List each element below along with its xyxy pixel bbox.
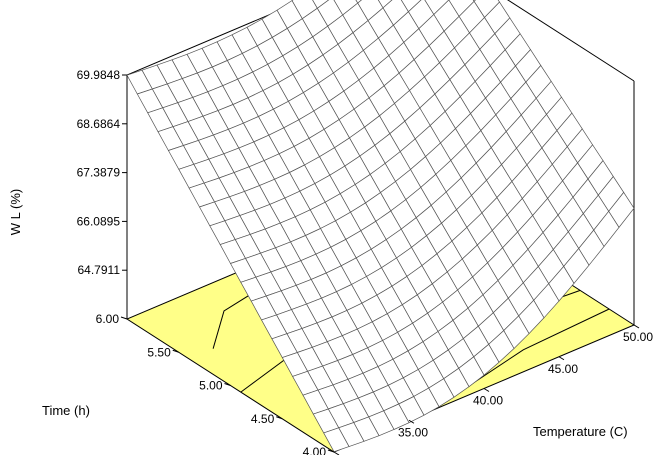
x-tick-label-1: 35.00 — [398, 425, 428, 439]
y-tick-label-4: 6.00 — [96, 312, 120, 326]
x-tick-label-4: 50.00 — [623, 330, 653, 344]
y-tick-mark-2 — [224, 383, 231, 386]
response-surface — [126, 0, 635, 453]
x-tick-mark-4 — [633, 324, 640, 329]
z-tick-label-1: 66.0895 — [77, 214, 121, 228]
y-tick-label-0: 4.00 — [303, 445, 327, 455]
y-tick-mark-4 — [120, 316, 128, 320]
z-axis-label: W L (%) — [8, 189, 23, 235]
x-tick-label-3: 45.00 — [548, 362, 578, 376]
tick-labels: 64.7911 66.0895 67.3879 68.6864 69.9848 4.00 4… — [77, 68, 653, 455]
y-tick-mark-1 — [276, 416, 283, 420]
z-tick-label-0: 64.7911 — [78, 263, 121, 277]
y-tick-label-2: 5.00 — [199, 379, 223, 393]
x-tick-mark-1 — [408, 419, 415, 424]
x-tick-mark-3 — [558, 356, 565, 361]
z-tick-label-4: 69.9848 — [77, 68, 121, 82]
x-axis-label: Temperature (C) — [533, 424, 628, 439]
y-tick-label-3: 5.50 — [147, 345, 171, 359]
y-tick-mark-3 — [172, 349, 179, 353]
surface-cell-0-0 — [323, 427, 350, 453]
x-tick-mark-2 — [483, 388, 490, 392]
x-tick-label-2: 40.00 — [473, 394, 503, 408]
y-tick-mark-0 — [327, 449, 335, 453]
z-tick-label-2: 67.3879 — [77, 166, 121, 180]
y-axis-label: Time (h) — [42, 403, 90, 418]
box-edge-top-right — [507, 0, 635, 82]
surface-cell-15-17 — [377, 0, 393, 9]
y-tick-label-1: 4.50 — [251, 412, 275, 426]
z-tick-label-3: 68.6864 — [77, 117, 121, 131]
